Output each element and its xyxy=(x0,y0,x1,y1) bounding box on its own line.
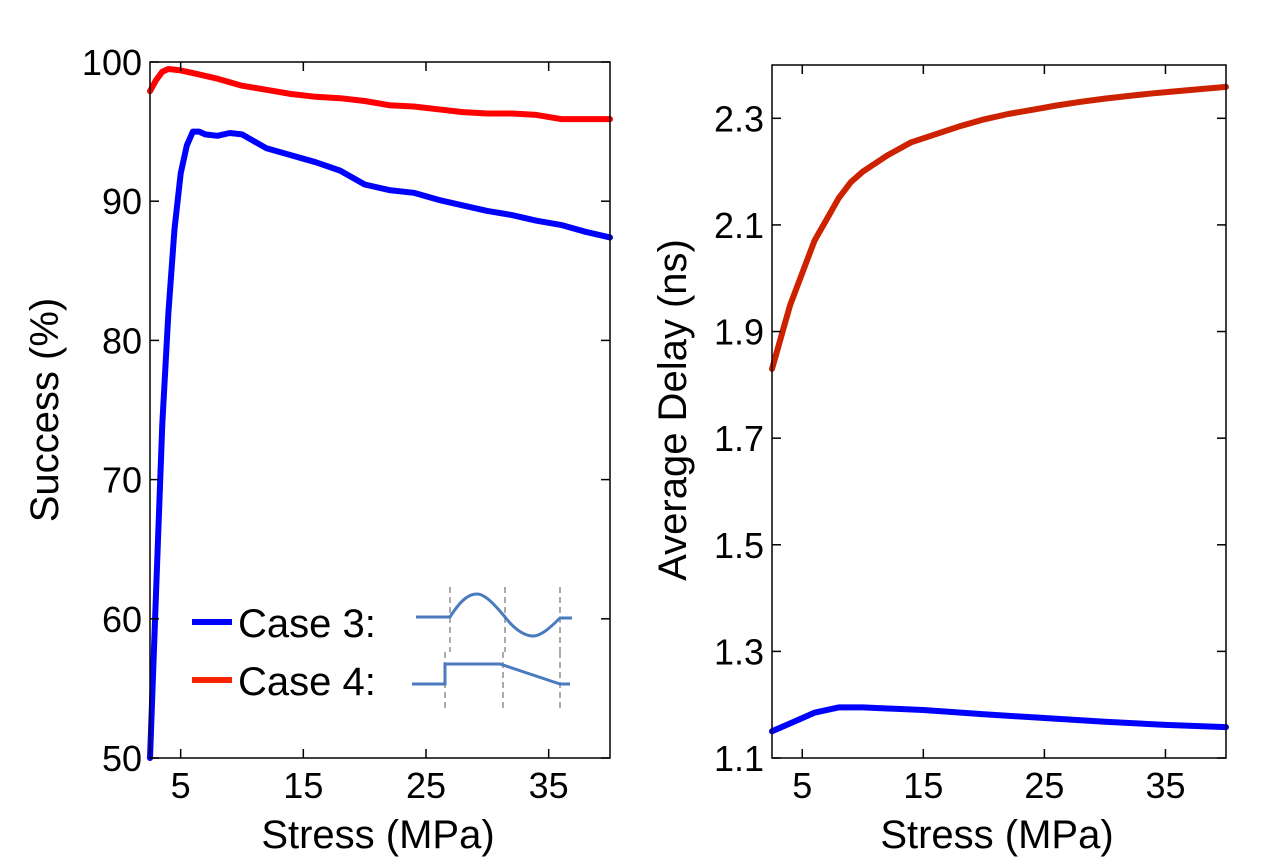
right-y-tick-label-1.5: 1.5 xyxy=(714,525,764,566)
left-series-line-2 xyxy=(147,66,613,123)
right-x-tick-label-15: 15 xyxy=(903,765,943,806)
right-y-tick-label-2.1: 2.1 xyxy=(714,205,764,246)
right-ticks: 5 15 25 35 1.1 1.3 1.5 1.7 1.9 2.1 2.3 xyxy=(714,65,1226,806)
right-y-tick-label-1.7: 1.7 xyxy=(714,418,764,459)
right-series-line-2 xyxy=(769,704,1229,735)
right-x-tick-label-5: 5 xyxy=(792,765,812,806)
legend: Case 3: Case 4: xyxy=(192,587,572,712)
right-x-axis-title: Stress (MPa) xyxy=(880,813,1113,857)
case3-waveform-icon xyxy=(416,587,572,652)
left-x-tick-label-25: 25 xyxy=(406,765,446,806)
legend-label-case3: Case 3: xyxy=(238,602,376,646)
right-panel: 5 15 25 35 1.1 1.3 1.5 1.7 1.9 2.1 2.3 Average Del… xyxy=(651,64,1229,857)
right-y-tick-label-2.3: 2.3 xyxy=(714,98,764,139)
right-x-tick-label-25: 25 xyxy=(1024,765,1064,806)
case4-waveform-icon xyxy=(412,652,570,712)
legend-label-case4: Case 4: xyxy=(238,660,376,704)
right-y-tick-label-1.1: 1.1 xyxy=(714,738,764,779)
left-y-tick-label-80: 80 xyxy=(102,320,142,361)
left-x-axis-title: Stress (MPa) xyxy=(261,813,494,857)
left-plot-frame xyxy=(149,61,611,759)
left-y-axis-title: Success (%) xyxy=(23,298,67,523)
left-y-tick-label-70: 70 xyxy=(102,460,142,501)
right-y-axis-title: Average Delay (ns) xyxy=(651,239,695,581)
right-y-tick-label-1.3: 1.3 xyxy=(714,631,764,672)
right-x-tick-label-35: 35 xyxy=(1145,765,1185,806)
left-plot-lines xyxy=(147,66,613,761)
left-y-tick-label-100: 100 xyxy=(82,42,142,83)
left-ticks: 5 15 25 35 50 60 70 80 90 100 xyxy=(82,42,610,806)
left-x-tick-label-15: 15 xyxy=(283,765,323,806)
right-y-tick-label-1.9: 1.9 xyxy=(714,312,764,353)
left-x-tick-label-35: 35 xyxy=(529,765,569,806)
left-y-tick-label-50: 50 xyxy=(102,738,142,779)
left-y-tick-label-60: 60 xyxy=(102,599,142,640)
left-panel: 5 15 25 35 50 60 70 80 90 100 Success (%) Stress … xyxy=(23,42,613,857)
left-y-tick-label-90: 90 xyxy=(102,181,142,222)
right-series-line-1 xyxy=(769,83,1229,372)
right-plot-lines xyxy=(769,83,1229,735)
right-plot-frame xyxy=(771,64,1227,759)
left-x-tick-label-5: 5 xyxy=(171,765,191,806)
left-series-line-1 xyxy=(147,128,613,761)
